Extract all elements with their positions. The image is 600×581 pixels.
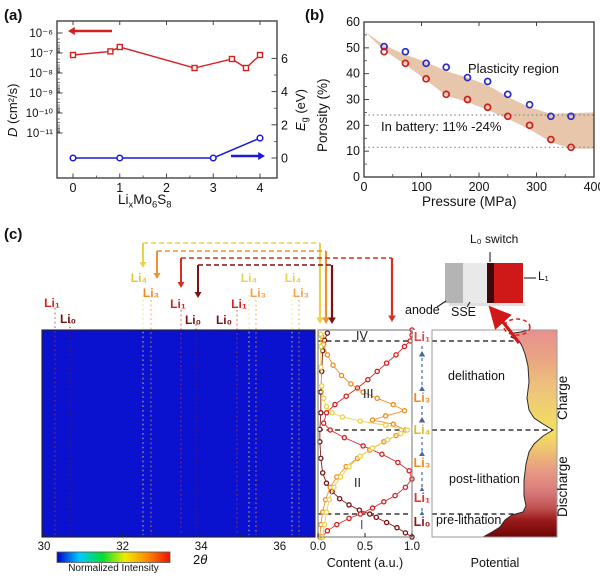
axis-label-lixmo6s8: LixMo6S8 <box>118 192 172 211</box>
tick-label: 0 <box>281 152 288 166</box>
tick-label: 10⁻⁸ <box>29 68 53 80</box>
peak-label: Li₄ <box>284 271 302 285</box>
schematic-l0-switch-label: L₀ switch <box>470 232 519 246</box>
peak-label: Li₄ <box>130 271 148 285</box>
tick-label: 32 <box>116 541 129 553</box>
tick-label: 10⁻¹¹ <box>26 128 53 140</box>
tick-label: 0 <box>353 170 360 184</box>
tick-label: 10⁻¹⁰ <box>26 108 54 120</box>
schematic-box-l0-switch <box>487 263 494 303</box>
tick-label: 6 <box>281 52 288 66</box>
tick-label: 10⁻⁹ <box>29 88 53 100</box>
panel-label-c: (c) <box>4 226 23 243</box>
panel-label-a: (a) <box>4 7 23 24</box>
region-label-iv: IV <box>356 329 368 343</box>
tick-label: 40 <box>346 67 360 81</box>
tick-label: 10⁻⁷ <box>30 48 53 60</box>
tick-label: 30 <box>38 541 51 553</box>
peak-label: Li₀ <box>184 313 202 327</box>
charge-label: Charge <box>555 375 570 421</box>
axis-label-potential: Potential <box>470 556 520 570</box>
peak-label: Li₁ <box>231 297 247 311</box>
tick-label: 0.5 <box>357 541 373 553</box>
discharge-label: Discharge <box>555 456 570 518</box>
tick-label: 1.0 <box>404 541 420 553</box>
peak-label: Li₃ <box>142 286 160 300</box>
tick-label: 400 <box>584 180 600 194</box>
tick-label: 34 <box>195 541 208 553</box>
tick-label: 4 <box>281 85 288 99</box>
schematic-box-sse <box>463 263 487 303</box>
ladder-label: Li₃ <box>412 391 432 405</box>
tick-label: 20 <box>346 118 360 132</box>
region-label-ii: II <box>354 476 361 490</box>
axis-label-bandgap: Eg (eV) <box>293 89 310 131</box>
tick-label: 0 <box>70 181 77 195</box>
axis-label-pressure: Pressure (MPa) <box>422 194 517 209</box>
peak-label: Li₁ <box>44 296 60 310</box>
region-label-iii: III <box>363 387 374 401</box>
peak-label: Li₃ <box>249 286 267 300</box>
schematic-box-anode <box>445 263 463 303</box>
tick-label: 30 <box>346 93 360 107</box>
ladder-label: Li₃ <box>412 456 432 470</box>
tick-label: 1 <box>116 181 123 195</box>
axis-label-porosity: Porosity (%) <box>315 78 330 152</box>
peak-label: Li₀ <box>59 312 77 326</box>
arrow-to-schematic <box>488 305 521 344</box>
peak-label: Li₃ <box>292 286 310 300</box>
schematic-l1-label: L₁ <box>538 269 549 283</box>
dashed-circle-annotation <box>503 318 531 336</box>
tick-label: 10⁻⁶ <box>29 28 53 40</box>
annotation-plasticity-region: Plasticity region <box>468 61 560 76</box>
tick-label: 36 <box>273 541 286 553</box>
tick-label: 4 <box>257 181 264 195</box>
tick-label: 300 <box>526 180 547 194</box>
tick-label: 0.0 <box>310 541 326 553</box>
axis-label-diffusivity: D (cm²/s) <box>5 83 20 137</box>
schematic-box-l1 <box>494 263 523 303</box>
axis-label-content: Content (a.u.) <box>326 556 404 570</box>
ladder-label: Li₁ <box>412 491 432 505</box>
tick-label: 2 <box>281 118 288 132</box>
annotation-in-battery: In battery: 11% -24% <box>381 119 502 134</box>
axis-label-2theta: 2θ <box>193 552 208 567</box>
schematic-anode-label: anode <box>405 303 440 317</box>
panel-label-b: (b) <box>305 7 325 24</box>
tick-label: 200 <box>469 180 490 194</box>
tick-label: 60 <box>346 15 360 29</box>
ladder-label: Li₀ <box>412 515 432 529</box>
stage-post-lithation: post-lithation <box>449 472 520 486</box>
peak-label: Li₄ <box>240 271 258 285</box>
tick-label: 100 <box>411 180 432 194</box>
stage-delithation: delithation <box>448 369 505 383</box>
tick-label: 3 <box>210 181 217 195</box>
region-label-i: I <box>360 518 364 532</box>
ladder-label: Li₄ <box>412 423 432 437</box>
stage-pre-lithation: pre-lithation <box>436 513 502 527</box>
colorbar-label: Normalized Intensity <box>68 563 159 574</box>
ladder-label: Li₁ <box>412 330 432 344</box>
peak-label: Li₁ <box>170 297 186 311</box>
tick-label: 10 <box>346 144 360 158</box>
potential-curve-fill <box>483 330 557 537</box>
peak-label: Li₀ <box>215 313 233 327</box>
tick-label: 2 <box>163 181 170 195</box>
tick-label: 50 <box>346 41 360 55</box>
colorbar <box>56 551 171 563</box>
tick-label: 0 <box>361 180 368 194</box>
schematic-sse-label: SSE <box>451 305 477 319</box>
